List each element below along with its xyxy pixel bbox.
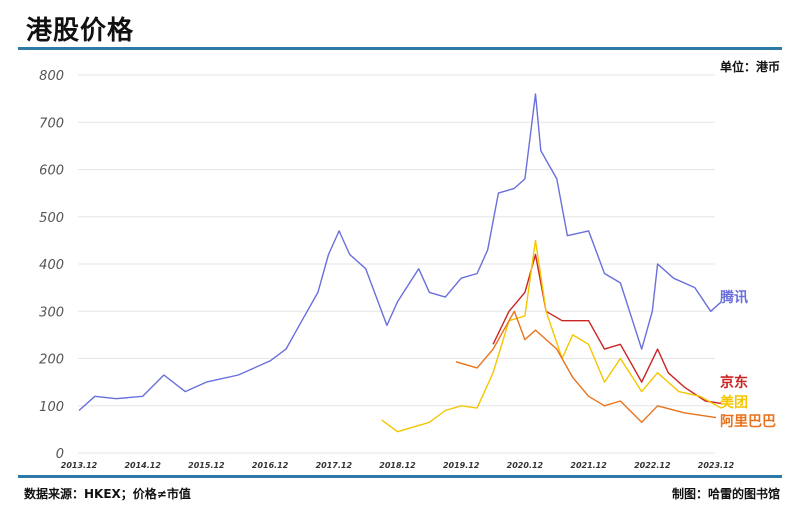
series-label: 美团 (720, 394, 748, 411)
x-tick-label: 2021.12 (570, 461, 607, 470)
y-tick-label: 0 (56, 447, 64, 462)
x-tick-label: 2017.12 (316, 461, 353, 470)
series-line-3 (381, 239, 722, 433)
series-label: 腾讯 (720, 289, 748, 306)
series-label: 阿里巴巴 (720, 414, 776, 430)
y-tick-label: 300 (39, 305, 64, 320)
x-tick-label: 2020.12 (507, 461, 544, 470)
x-tick-label: 2023.12 (698, 461, 735, 470)
series-line-1 (78, 93, 722, 412)
y-tick-label: 600 (39, 164, 64, 179)
chart-credit: 制图：哈雷的图书馆 (671, 487, 780, 501)
x-tick-label: 2016.12 (252, 461, 289, 470)
page-title: 港股价格 (26, 16, 135, 46)
unit-label: 单位：港币 (719, 60, 780, 74)
x-tick-label: 2013.12 (61, 461, 98, 470)
y-tick-label: 400 (39, 258, 64, 273)
series-line-4 (455, 310, 717, 423)
x-tick-label: 2019.12 (443, 461, 480, 470)
title-divider (18, 47, 782, 50)
y-tick-label: 800 (39, 69, 64, 84)
series-label: 京东 (720, 374, 748, 391)
x-tick-label: 2015.12 (188, 461, 225, 470)
y-tick-label: 200 (39, 353, 64, 368)
x-tick-label: 2022.12 (634, 461, 671, 470)
data-source: 数据来源：HKEX；价格≠市值 (24, 487, 191, 501)
y-tick-label: 500 (39, 211, 64, 226)
footer-divider (18, 475, 782, 478)
x-tick-label: 2018.12 (379, 461, 416, 470)
y-tick-label: 700 (39, 116, 64, 131)
x-tick-label: 2014.12 (124, 461, 161, 470)
y-tick-label: 100 (39, 400, 64, 415)
series-line-2 (492, 253, 722, 405)
